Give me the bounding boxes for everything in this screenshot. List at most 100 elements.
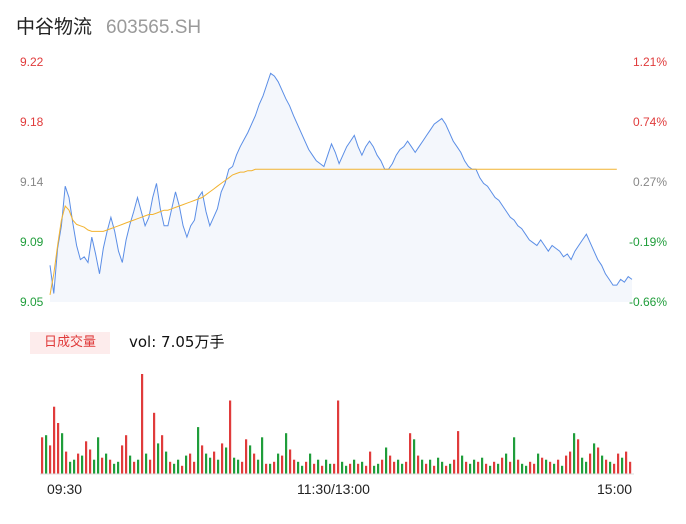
- volume-bar: [249, 445, 252, 474]
- y-right-tick: -0.66%: [628, 295, 667, 309]
- volume-bar: [45, 435, 48, 474]
- volume-bar: [181, 465, 184, 474]
- price-line: [49, 72, 633, 294]
- volume-bar: [597, 447, 600, 474]
- volume-bar: [525, 465, 528, 474]
- y-left-tick: 9.22: [20, 55, 44, 69]
- volume-bar: [609, 461, 612, 474]
- volume-tag[interactable]: 日成交量: [30, 332, 110, 354]
- volume-bars: [41, 374, 632, 474]
- volume-bar: [277, 453, 280, 474]
- volume-bar: [69, 461, 72, 474]
- volume-bar: [545, 459, 548, 474]
- volume-bar: [201, 445, 204, 474]
- volume-bar: [357, 463, 360, 474]
- volume-bar: [509, 461, 512, 474]
- volume-bar: [121, 445, 124, 474]
- x-tick: 11:30/13:00: [297, 481, 370, 497]
- volume-bar: [221, 443, 224, 474]
- volume-bar: [341, 461, 344, 474]
- volume-bar: [433, 465, 436, 474]
- volume-bar: [245, 439, 248, 474]
- volume-bar: [541, 457, 544, 474]
- volume-bar: [385, 447, 388, 474]
- volume-bar: [617, 453, 620, 474]
- volume-bar: [113, 463, 116, 474]
- volume-bar: [173, 463, 176, 474]
- volume-bar: [197, 427, 200, 474]
- y-right-tick: 1.21%: [632, 55, 667, 69]
- stock-name: 中谷物流: [16, 16, 93, 38]
- volume-bar: [217, 459, 220, 474]
- volume-bar: [409, 433, 412, 474]
- volume-bar: [565, 455, 568, 474]
- volume-bar: [337, 400, 340, 474]
- volume-bar: [553, 463, 556, 474]
- volume-bar: [381, 459, 384, 474]
- volume-bar: [549, 461, 552, 474]
- volume-bar: [261, 437, 264, 474]
- volume-bar: [469, 463, 472, 474]
- volume-bar: [117, 461, 120, 474]
- volume-bar: [429, 459, 432, 474]
- volume-bar: [577, 439, 580, 474]
- volume-bar: [481, 457, 484, 474]
- volume-bar: [73, 459, 76, 474]
- volume-bar: [253, 453, 256, 474]
- volume-bar: [585, 461, 588, 474]
- volume-bar: [141, 374, 144, 474]
- volume-bar: [329, 463, 332, 474]
- y-left-tick: 9.14: [20, 175, 44, 189]
- volume-bar: [137, 459, 140, 474]
- volume-bar: [453, 459, 456, 474]
- volume-bar: [77, 453, 80, 474]
- volume-bar: [389, 455, 392, 474]
- volume-bar: [501, 457, 504, 474]
- volume-bar: [461, 455, 464, 474]
- volume-bar: [49, 445, 52, 474]
- volume-bar: [125, 435, 128, 474]
- volume-bar: [369, 451, 372, 474]
- volume-bar: [489, 465, 492, 474]
- volume-bar: [161, 435, 164, 474]
- volume-bar: [157, 443, 160, 474]
- volume-bar: [93, 459, 96, 474]
- volume-bar: [321, 465, 324, 474]
- volume-bar: [289, 449, 292, 474]
- volume-bar: [237, 459, 240, 474]
- volume-bar: [377, 463, 380, 474]
- volume-bar: [165, 451, 168, 474]
- stock-header: 中谷物流 603565.SH: [16, 12, 201, 40]
- volume-bar: [505, 453, 508, 474]
- volume-bar: [561, 465, 564, 474]
- volume-bar: [57, 423, 60, 474]
- volume-bar: [477, 461, 480, 474]
- volume-bar: [473, 459, 476, 474]
- volume-bar: [361, 461, 364, 474]
- volume-bar: [625, 451, 628, 474]
- volume-bar: [85, 441, 88, 474]
- volume-bar: [581, 457, 584, 474]
- y-right-tick: -0.19%: [628, 235, 667, 249]
- price-area: [50, 73, 632, 302]
- x-tick: 15:00: [597, 481, 633, 497]
- volume-bar: [293, 459, 296, 474]
- volume-bar: [401, 463, 404, 474]
- volume-bar: [437, 457, 440, 474]
- volume-bar: [193, 461, 196, 474]
- volume-bar: [273, 461, 276, 474]
- volume-bar: [169, 461, 172, 474]
- volume-bar: [593, 443, 596, 474]
- volume-bar: [425, 463, 428, 474]
- volume-bar: [613, 463, 616, 474]
- volume-bar: [441, 461, 444, 474]
- volume-bar: [301, 465, 304, 474]
- volume-bar: [621, 457, 624, 474]
- volume-bar: [557, 459, 560, 474]
- volume-bar: [405, 461, 408, 474]
- volume-bar: [445, 465, 448, 474]
- y-left-tick: 9.05: [20, 295, 44, 309]
- volume-bar: [209, 457, 212, 474]
- volume-bar: [537, 453, 540, 474]
